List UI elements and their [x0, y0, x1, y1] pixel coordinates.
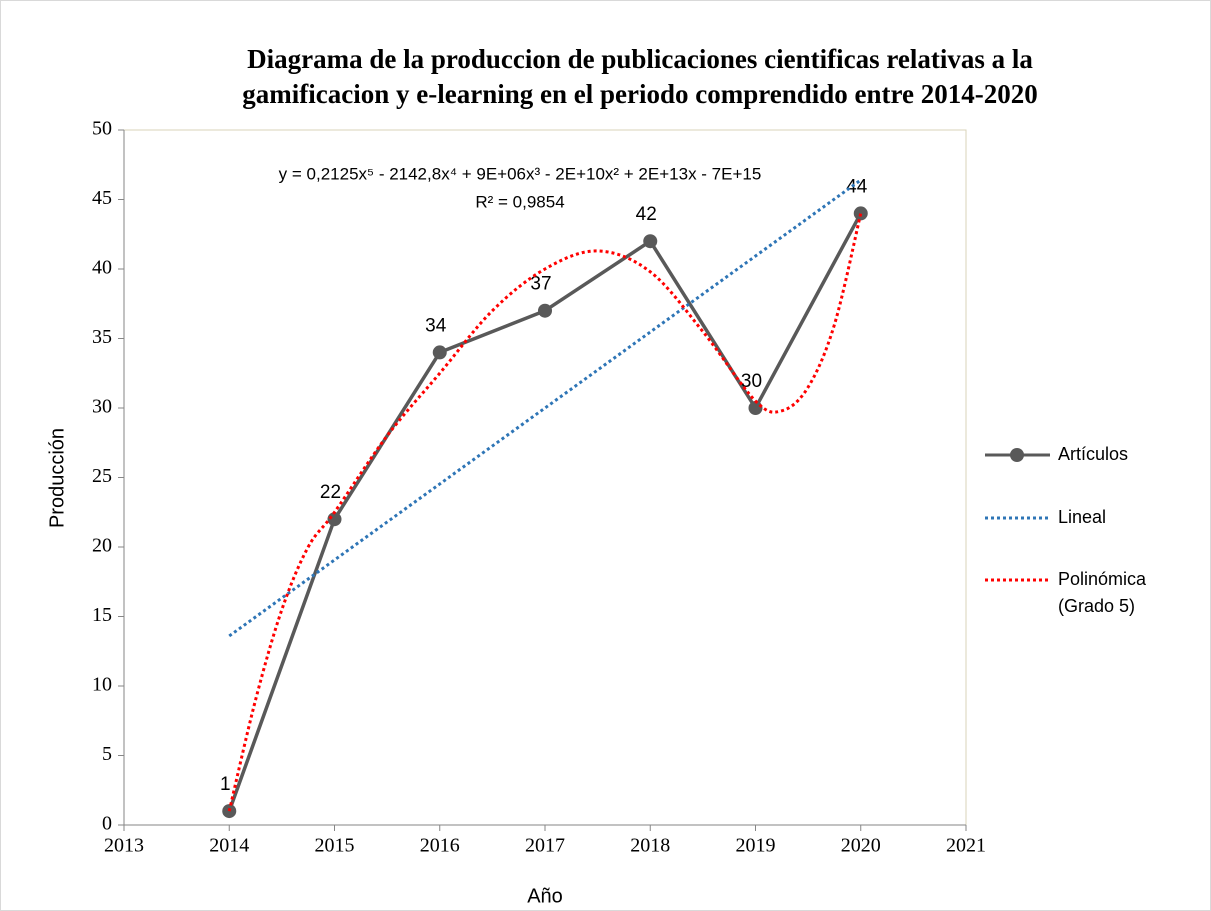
x-tick-label: 2016 [420, 835, 460, 857]
y-tick-label: 25 [92, 465, 112, 487]
y-tick-label: 0 [102, 813, 112, 835]
data-label: 37 [530, 274, 551, 295]
marker [538, 303, 552, 318]
y-tick-label: 10 [92, 674, 112, 696]
y-tick-label: 35 [92, 326, 112, 348]
marker [327, 512, 342, 527]
legend-label: Polinómica (Grado 5) [1058, 569, 1147, 616]
marker [643, 234, 658, 249]
x-tick-label: 2015 [315, 835, 355, 857]
data-label: 42 [636, 204, 657, 225]
y-tick-label: 40 [92, 257, 112, 279]
marker [853, 206, 868, 221]
y-tick-label: 45 [92, 187, 112, 209]
legend-marker [1010, 448, 1024, 462]
legend-label: Lineal [1058, 507, 1106, 527]
data-label: 1 [220, 774, 231, 795]
x-tick-label: 2021 [946, 835, 986, 857]
x-tick-label: 2014 [209, 835, 249, 857]
chart-title: gamificacion y e-learning en el periodo … [242, 79, 1037, 109]
x-tick-label: 2020 [841, 835, 881, 857]
x-tick-label: 2018 [630, 835, 670, 857]
x-tick-label: 2013 [104, 835, 144, 857]
y-tick-label: 50 [92, 118, 112, 140]
x-tick-label: 2019 [736, 835, 776, 857]
data-label: 34 [425, 315, 447, 336]
legend-label: Artículos [1058, 444, 1128, 464]
chart-title: Diagrama de la produccion de publicacion… [247, 44, 1033, 74]
data-label: 44 [846, 176, 868, 197]
r-squared: R² = 0,9854 [475, 192, 564, 211]
x-axis-title: Año [527, 885, 563, 907]
data-label: 30 [741, 371, 762, 392]
marker [748, 401, 763, 415]
trend-equation: y = 0,2125x⁵ - 2142,8x⁴ + 9E+06x³ - 2E+1… [279, 164, 762, 183]
y-tick-label: 5 [102, 743, 112, 765]
y-tick-label: 20 [92, 535, 112, 557]
series-line [227, 213, 863, 812]
x-tick-label: 2017 [525, 835, 565, 857]
y-tick-label: 15 [92, 604, 112, 626]
data-label: 22 [320, 482, 341, 503]
y-axis-title: Producción [46, 428, 68, 528]
y-tick-label: 30 [92, 396, 112, 418]
marker [432, 345, 447, 360]
series-line [228, 178, 862, 638]
